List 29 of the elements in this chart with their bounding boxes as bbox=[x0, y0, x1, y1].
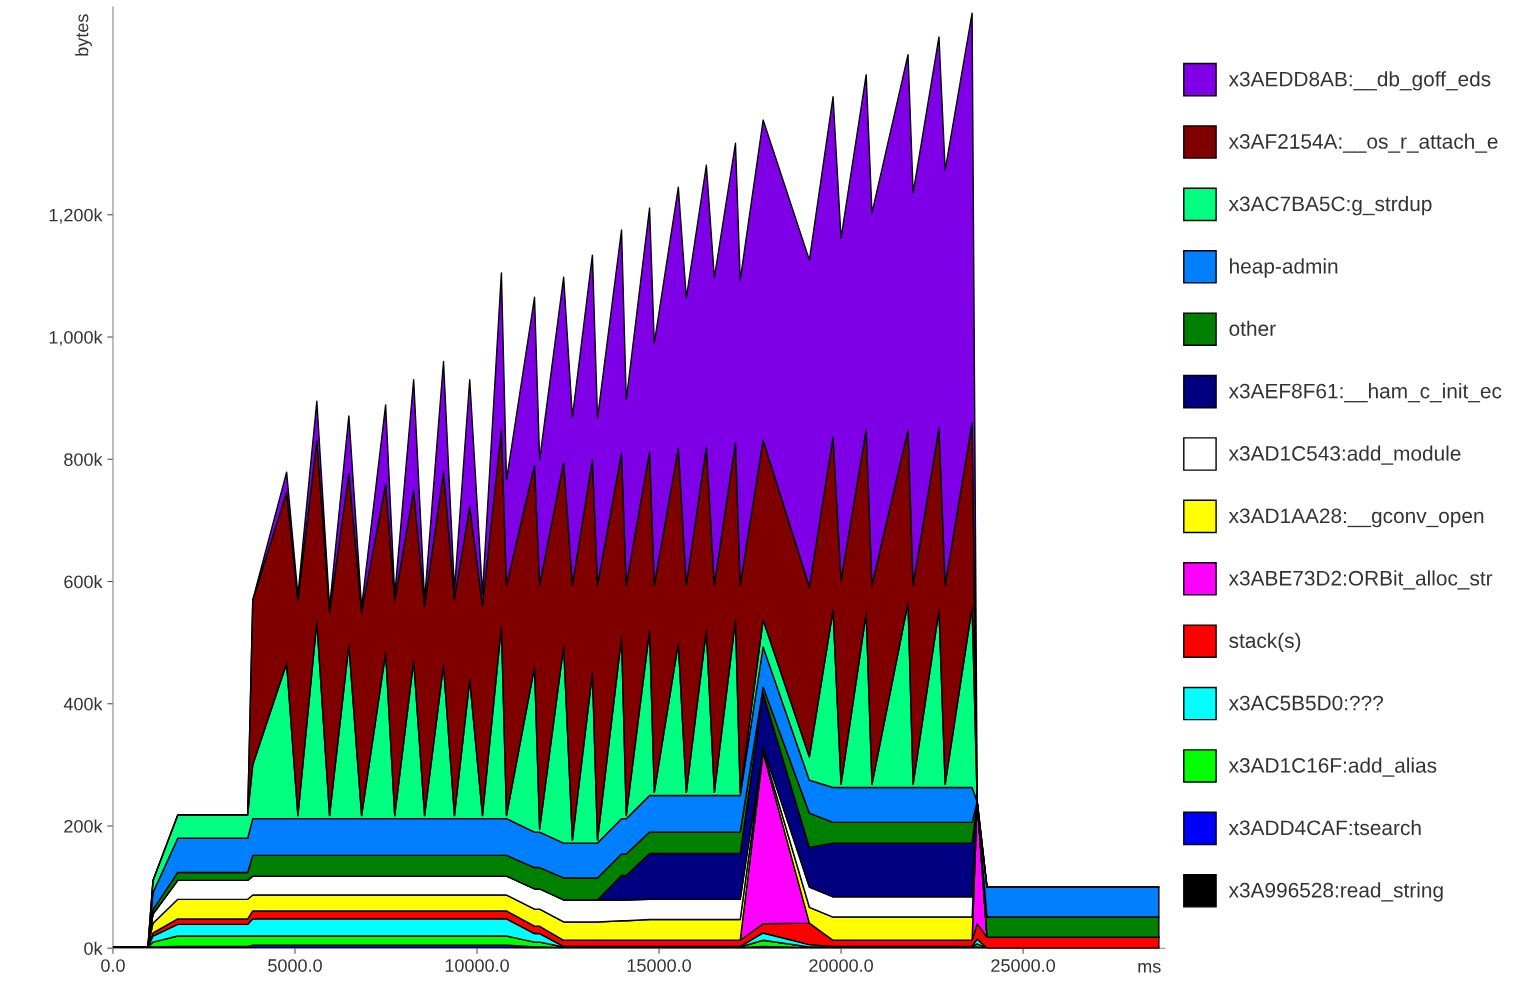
y-tick-label: 800k bbox=[64, 452, 103, 466]
y-tick-label: 1,200k bbox=[49, 208, 103, 224]
y-tick-label: 1,000k bbox=[49, 330, 103, 346]
legend-label: stack(s) bbox=[1229, 632, 1301, 653]
y-tick-label: 0k bbox=[84, 941, 103, 955]
x-tick-label: 5000.0 bbox=[268, 959, 322, 972]
x-tick-label: 20000.0 bbox=[809, 959, 873, 972]
y-tick-label: 400k bbox=[63, 697, 103, 711]
legend-label: x3AC7BA5C:g_strdup bbox=[1228, 195, 1432, 216]
x-tick-label: 10000.0 bbox=[445, 959, 509, 972]
x-tick-label: 15000.0 bbox=[627, 959, 691, 972]
legend-label: x3AC5B5D0:??? bbox=[1228, 695, 1384, 711]
legend-label: x3ABE73D2:ORBit_alloc_str bbox=[1228, 570, 1493, 590]
x-tick-label: 0.0 bbox=[101, 959, 125, 972]
legend-label: x3AEDD8AB:__db_goff_eds bbox=[1228, 71, 1491, 91]
y-tick-label: 600k bbox=[64, 574, 103, 589]
legend-label: x3AF2154A:__os_r_attach_e bbox=[1228, 133, 1498, 153]
legend-label: heap-admin bbox=[1230, 258, 1338, 278]
y-axis-title: bytes bbox=[75, 14, 92, 56]
legend-label: x3AEF8F61:__ham_c_init_ec bbox=[1228, 383, 1502, 403]
legend-label: x3AD1C16F:add_alias bbox=[1228, 757, 1437, 777]
legend-label: x3A996528:read_string bbox=[1228, 882, 1443, 902]
legend-label: x3AD1C543:add_module bbox=[1228, 445, 1461, 465]
x-tick-label: 25000.0 bbox=[991, 959, 1055, 972]
x-axis-title: ms bbox=[1138, 962, 1161, 973]
y-tick-label: 200k bbox=[64, 819, 103, 833]
legend-label: x3AD1AA28:__gconv_open bbox=[1228, 508, 1484, 528]
legend-label: x3ADD4CAF:tsearch bbox=[1228, 819, 1421, 836]
legend-label: other bbox=[1229, 320, 1276, 337]
